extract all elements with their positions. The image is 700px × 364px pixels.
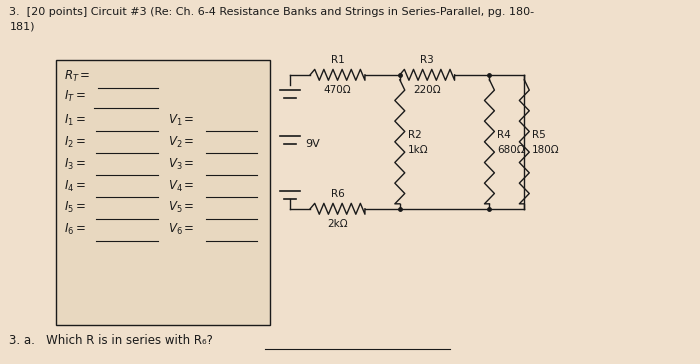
Text: 9V: 9V xyxy=(305,139,320,149)
FancyBboxPatch shape xyxy=(56,60,270,325)
Text: R3: R3 xyxy=(420,55,434,65)
Text: $I_2 =$: $I_2 =$ xyxy=(64,135,86,150)
Text: $V_3 =$: $V_3 =$ xyxy=(168,157,195,172)
Text: $V_4 =$: $V_4 =$ xyxy=(168,178,195,194)
Text: $I_4 =$: $I_4 =$ xyxy=(64,178,86,194)
Text: $I_1 =$: $I_1 =$ xyxy=(64,113,86,128)
Text: $V_6 =$: $V_6 =$ xyxy=(168,222,195,237)
Text: 220Ω: 220Ω xyxy=(414,85,441,95)
Text: R4: R4 xyxy=(498,130,511,140)
Text: 3.  [20 points] Circuit #3 (Re: Ch. 6-4 Resistance Banks and Strings in Series-P: 3. [20 points] Circuit #3 (Re: Ch. 6-4 R… xyxy=(9,7,535,17)
Text: $V_5 =$: $V_5 =$ xyxy=(168,200,195,215)
Text: R5: R5 xyxy=(532,130,546,140)
Text: $I_3 =$: $I_3 =$ xyxy=(64,157,86,172)
Text: 180Ω: 180Ω xyxy=(532,145,560,155)
Text: $V_2 =$: $V_2 =$ xyxy=(168,135,195,150)
Text: 3. a.   Which R is in series with R₆?: 3. a. Which R is in series with R₆? xyxy=(9,334,213,347)
Text: $V_1 =$: $V_1 =$ xyxy=(168,113,195,128)
Text: 470Ω: 470Ω xyxy=(323,85,351,95)
Text: R1: R1 xyxy=(330,55,344,65)
Text: 2kΩ: 2kΩ xyxy=(327,219,348,229)
Text: R2: R2 xyxy=(408,130,421,140)
Text: 181): 181) xyxy=(9,21,35,31)
Text: R6: R6 xyxy=(330,189,344,199)
Text: $I_6 =$: $I_6 =$ xyxy=(64,222,86,237)
Text: $I_T =$: $I_T =$ xyxy=(64,89,86,104)
Text: 1kΩ: 1kΩ xyxy=(408,145,428,155)
Text: 680Ω: 680Ω xyxy=(498,145,525,155)
Text: $R_T =$: $R_T =$ xyxy=(64,69,90,84)
Text: $I_5 =$: $I_5 =$ xyxy=(64,200,86,215)
